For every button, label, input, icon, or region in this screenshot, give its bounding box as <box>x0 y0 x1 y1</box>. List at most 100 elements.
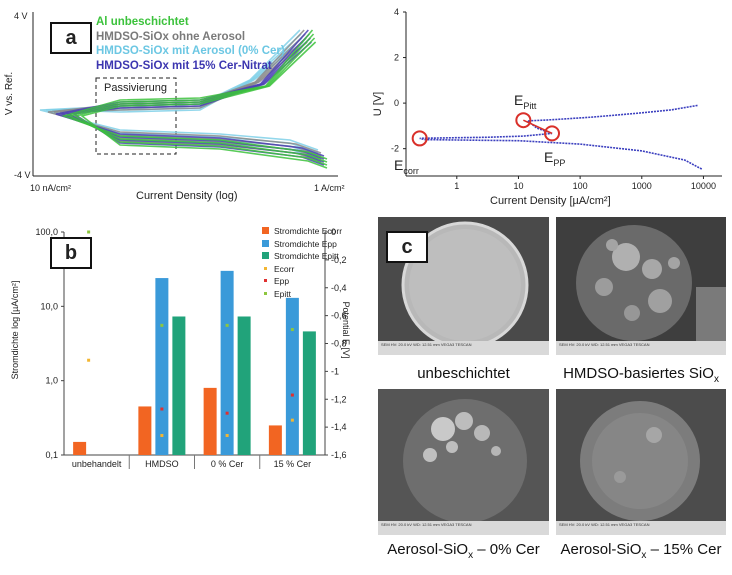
y2-tick-label: -1,4 <box>331 422 347 432</box>
caption-hmdso: HMDSO-basiertes SiOx <box>563 365 719 385</box>
point-ecorr <box>160 433 164 437</box>
epitt-epp-connector <box>523 119 553 135</box>
y-bottom-label: -4 V <box>14 170 31 180</box>
point-epitt <box>225 323 229 327</box>
y2-tick-label: -1,6 <box>331 450 347 460</box>
passivierung-label: Passivierung <box>104 82 167 94</box>
x-tick-label: 100 <box>573 181 588 191</box>
potential-y-label: U [V] <box>372 91 385 117</box>
point-epp <box>290 393 294 397</box>
panel-c: SEM HV: 20.0 kV WD: 12.51 mm VEGA3 TESCA… <box>372 215 732 570</box>
legend-item-hmdso: HMDSO-SiOx ohne Aerosol <box>96 30 246 43</box>
x-tick-label: 10000 <box>691 181 716 191</box>
sem-image-aerosol-0: SEM HV: 20.0 kV WD: 12.51 mm VEGA3 TESCA… <box>378 389 549 535</box>
x-tick-label: 1000 <box>632 181 652 191</box>
bar-ecorr <box>138 406 152 455</box>
y-tick-label: 2 <box>394 53 399 63</box>
epitt-marker <box>515 112 532 129</box>
legend-dot-epitt: Epitt <box>262 288 342 301</box>
panel-b-chart: 0,1 1,0 10,0 100,0 0 -0,2 -0,4 -0,6 -0,8 -1 -1,2 -1… <box>35 227 347 469</box>
y-tick-label: -2 <box>391 144 399 154</box>
y-tick-label: 0 <box>394 98 399 108</box>
bar-ecorr <box>73 441 87 455</box>
x-left-label: 10 nA/cm² <box>30 183 72 193</box>
category-label: unbehandelt <box>72 459 122 469</box>
panel-a-chart <box>32 12 338 177</box>
y2-tick-label: -1 <box>331 366 339 376</box>
y-tick-label: 0,1 <box>45 450 58 460</box>
legend-item-cer15: HMDSO-SiOx mit 15% Cer-Nitrat <box>96 59 272 72</box>
curve-cer15 <box>55 29 325 157</box>
y2-tick-label: -0,8 <box>331 339 347 349</box>
y-tick-label: 1,0 <box>45 376 58 386</box>
bar-epp <box>220 270 234 455</box>
curve-aerosol-0 <box>39 29 319 151</box>
legend-item-al: Al unbeschichtet <box>96 16 189 28</box>
y-tick-label: 100,0 <box>35 227 58 237</box>
bar-epitt <box>172 316 186 455</box>
y-axis-label: V vs. Ref. <box>4 71 16 116</box>
sem-disc <box>556 389 726 521</box>
sem-footer: SEM HV: 20.0 kV WD: 12.51 mm VEGA3 TESCA… <box>378 521 549 535</box>
polarization-curve <box>419 104 703 170</box>
sem-footer: SEM HV: 20.0 kV WD: 12.51 mm VEGA3 TESCA… <box>378 341 549 355</box>
ecorr-label: Ecorr <box>394 157 419 176</box>
point-epitt <box>160 323 164 327</box>
potential-x-label: Current Density [µA/cm²] <box>490 195 611 207</box>
panel-a-legend: Al unbeschichtet HMDSO-SiOx ohne Aerosol… <box>96 15 285 73</box>
sem-disc <box>556 217 726 341</box>
x-tick-label: 1 <box>454 181 459 191</box>
legend-bar-ecorr: Stromdichte Ecorr <box>262 225 342 238</box>
legend-dot-epp: Epp <box>262 275 342 288</box>
potential-curve-chart: 4 2 0 -2 1 10 100 1000 10000 <box>391 7 722 191</box>
epp-marker <box>544 125 561 142</box>
bar-epp <box>285 297 299 455</box>
caption-aerosol-15: Aerosol-SiOx – 15% Cer <box>560 541 722 561</box>
y2-tick-label: -0,6 <box>331 311 347 321</box>
legend-bar-epp: Stromdichte Epp <box>262 238 342 251</box>
sem-image-hmdso: SEM HV: 20.0 kV WD: 12.51 mm VEGA3 TESCA… <box>556 217 726 355</box>
epp-label: EPP <box>544 149 566 168</box>
y-tick-label: 10,0 <box>40 301 58 311</box>
x-axis-label: Current Density (log) <box>136 190 238 202</box>
panel-potential-curve: 4 2 0 -2 1 10 100 1000 10000 EPitt EPP Ecorr U [… <box>372 0 732 215</box>
y2-tick-label: -1,2 <box>331 394 347 404</box>
passivierung-box <box>95 77 177 155</box>
panel-b-y2-label: Potential E [V] <box>341 301 351 359</box>
point-ecorr <box>225 433 229 437</box>
sem-footer: SEM HV: 20.0 kV WD: 12.51 mm VEGA3 TESCA… <box>556 521 726 535</box>
category-label: 0 % Cer <box>211 459 244 469</box>
x-right-label: 1 A/cm² <box>314 183 345 193</box>
point-ecorr <box>290 418 294 422</box>
curve-al <box>73 37 328 166</box>
sem-image-aerosol-15: SEM HV: 20.0 kV WD: 12.51 mm VEGA3 TESCA… <box>556 389 726 535</box>
panel-a-badge: a <box>50 22 92 54</box>
y2-tick-label: -0,2 <box>331 255 347 265</box>
point-epp <box>160 407 164 411</box>
category-label: 15 % Cer <box>274 459 312 469</box>
y-tick-label: 4 <box>394 7 399 17</box>
ecorr-marker <box>411 130 428 147</box>
y-top-label: 4 V <box>14 11 28 21</box>
panel-b-y-label: Stromdichte log [µA/cm²] <box>10 280 20 380</box>
panel-a: a Al unbeschichtet HMDSO-SiOx ohne Aeros… <box>0 0 372 202</box>
point-epitt <box>290 328 294 332</box>
caption-aerosol-0: Aerosol-SiOx – 0% Cer <box>387 541 540 561</box>
curve-al <box>61 29 328 160</box>
legend-dot-ecorr: Ecorr <box>262 263 342 276</box>
caption-unbeschichtet: unbeschichtet <box>417 365 510 382</box>
category-label: HMDSO <box>145 459 179 469</box>
panel-b-badge: b <box>50 237 92 269</box>
epitt-label: EPitt <box>514 92 537 111</box>
legend-item-aerosol: HMDSO-SiOx mit Aerosol (0% Cer) <box>96 45 285 57</box>
point-ecorr <box>87 358 91 362</box>
y2-tick-label: 0 <box>331 227 336 237</box>
point-epp <box>225 411 229 415</box>
bar-epitt <box>237 316 251 455</box>
curve-al <box>67 33 328 163</box>
bar-epitt <box>302 331 316 455</box>
bar-ecorr <box>203 387 217 455</box>
panel-b-legend: Stromdichte Ecorr Stromdichte Epp Stromd… <box>262 225 342 300</box>
point-epitt <box>87 230 91 234</box>
x-tick-label: 10 <box>513 181 523 191</box>
